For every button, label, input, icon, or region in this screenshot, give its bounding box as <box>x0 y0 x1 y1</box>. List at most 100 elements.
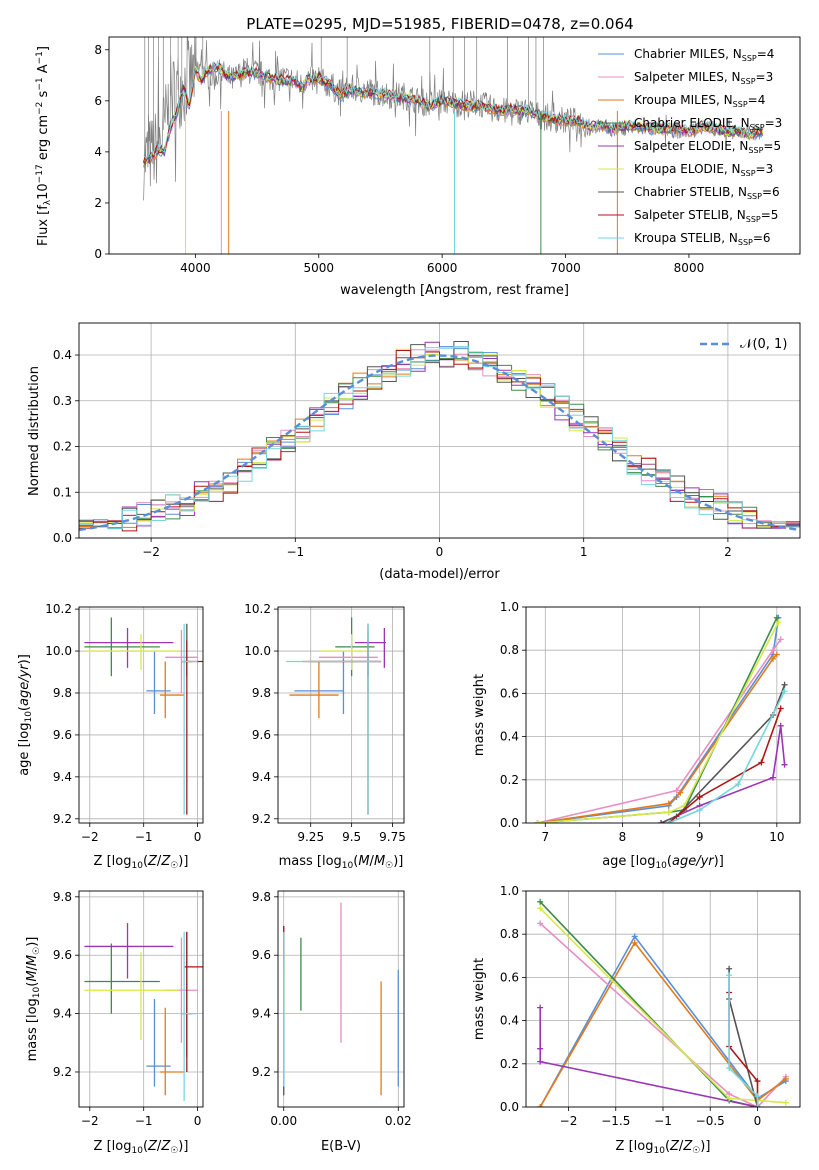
weight-marker <box>537 1104 544 1107</box>
x-tick-label: 5000 <box>303 261 334 275</box>
panel-weight_vs_z: −2 −1.5 −1 −0.5 0 0.0 0.2 0.4 0.6 0.8 1.0 Z [log10(… <box>472 884 801 1156</box>
weight-marker <box>537 1004 544 1011</box>
weight-line <box>728 968 759 1107</box>
y-axis-label: age [log10(age/yr)] <box>17 654 34 776</box>
weight-line <box>537 621 780 823</box>
weight-marker <box>726 1095 733 1102</box>
panel-age_vs_mass: 9.25 9.5 9.75 9.2 9.4 9.6 9.8 10.0 10.2 mass [log… <box>244 602 406 871</box>
axes: 4000 5000 6000 7000 8000 0 2 4 6 8 <box>94 43 704 275</box>
weight-marker <box>537 905 544 912</box>
x-tick-label: −2 <box>81 830 99 844</box>
x-axis-label: Z [log10(Z/Z☉)] <box>94 1139 189 1156</box>
weight-line <box>539 907 786 1104</box>
weight-line <box>539 901 758 1107</box>
weight-marker <box>726 965 733 972</box>
y-tick-label: 10.2 <box>244 602 271 616</box>
weight-line <box>539 1007 758 1107</box>
x-tick-label: −2 <box>560 1114 578 1128</box>
panel-weight_vs_age: 7 8 9 10 0.0 0.2 0.4 0.6 0.8 1.0 age [log10(age/yr… <box>472 600 801 871</box>
weight-line <box>537 617 778 823</box>
x-tick-label: 0.00 <box>270 1114 297 1128</box>
weight-marker <box>537 898 544 905</box>
y-tick-label: 6 <box>94 94 102 108</box>
y-tick-label: 9.2 <box>252 812 271 826</box>
x-tick-label: −1.5 <box>601 1114 630 1128</box>
legend-entry: Salpeter ELODIE, NSSP=5 <box>634 139 781 155</box>
panel-spectrum: 4000 5000 6000 7000 8000 0 2 4 6 8 wavelength [Ang… <box>35 36 801 298</box>
histogram-step <box>79 347 800 528</box>
plot-area <box>84 923 203 1102</box>
axes-frame <box>277 890 405 1108</box>
weight-line <box>668 708 782 823</box>
legend-entry: Salpeter MILES, NSSP=3 <box>634 70 773 86</box>
y-tick-label: 1.0 <box>500 884 519 898</box>
panel-mass_vs_ebv: 0.00 0.02 9.2 9.4 9.6 9.8 E(B-V) <box>252 890 412 1154</box>
y-tick-label: 9.8 <box>53 890 72 904</box>
legend-entry: Kroupa ELODIE, NSSP=3 <box>634 162 773 178</box>
x-tick-label: −2 <box>81 1114 99 1128</box>
legend-entry: Chabrier MILES, NSSP=4 <box>634 47 774 63</box>
axes-frame <box>78 322 801 539</box>
x-tick-label: 7000 <box>550 261 581 275</box>
y-tick-label: 9.4 <box>53 1007 72 1021</box>
panel-age_vs_z: −2 −1 0 9.2 9.4 9.6 9.8 10.0 10.2 Z [log10(Z/Z☉)]… <box>17 602 204 871</box>
x-tick-label: 1 <box>580 545 588 559</box>
gridlines <box>79 607 203 823</box>
y-tick-label: 9.6 <box>252 948 271 962</box>
y-axis-label: Normed distribution <box>27 366 42 496</box>
x-tick-label: 9 <box>696 830 704 844</box>
plot-area <box>286 617 386 815</box>
x-tick-label: 9.5 <box>342 830 361 844</box>
y-tick-label: 0.2 <box>53 440 72 454</box>
legend-entry: Salpeter STELIB, NSSP=5 <box>634 208 778 224</box>
y-tick-label: 4 <box>94 145 102 159</box>
axes: 0.00 0.02 9.2 9.4 9.6 9.8 <box>252 890 412 1128</box>
y-tick-label: 0.8 <box>500 643 519 657</box>
x-axis-label: E(B-V) <box>321 1139 361 1154</box>
y-tick-label: 0.4 <box>500 1014 519 1028</box>
histogram-step <box>79 341 800 529</box>
y-tick-label: 10.0 <box>45 644 72 658</box>
weight-marker <box>758 759 765 766</box>
figure-title: PLATE=0295, MJD=51985, FIBERID=0478, z=0… <box>246 15 633 33</box>
y-tick-label: 8 <box>94 43 102 57</box>
x-tick-label: −2 <box>142 545 160 559</box>
y-tick-label: 0.1 <box>53 485 72 499</box>
x-axis-label: age [log10(age/yr)] <box>602 854 724 871</box>
y-tick-label: 0.0 <box>500 1100 519 1114</box>
axes: 7 8 9 10 0.0 0.2 0.4 0.6 0.8 1.0 <box>500 600 785 844</box>
y-tick-label: 0.8 <box>500 927 519 941</box>
weight-marker <box>673 787 680 794</box>
legend-entry: 𝒩(0, 1) <box>740 337 787 352</box>
y-tick-label: 9.2 <box>53 812 72 826</box>
x-tick-label: −1 <box>654 1114 672 1128</box>
plot-area <box>283 902 399 1096</box>
legend-entry: Chabrier ELODIE, NSSP=3 <box>634 116 782 132</box>
plot-area <box>534 614 788 823</box>
weight-marker <box>534 820 541 823</box>
weight-marker <box>658 820 665 823</box>
x-axis-label: mass [log10(M/M☉)] <box>279 854 404 871</box>
gridlines <box>526 890 800 1108</box>
y-tick-label: 0.4 <box>500 730 519 744</box>
weight-line <box>668 690 786 823</box>
y-tick-label: 10.0 <box>244 644 271 658</box>
y-tick-label: 0.6 <box>500 970 519 984</box>
x-tick-label: 0 <box>194 1114 202 1128</box>
weight-marker <box>537 920 544 927</box>
x-tick-label: −1 <box>135 1114 153 1128</box>
weight-marker <box>726 972 733 979</box>
model-line <box>143 61 763 166</box>
y-axis-label: mass weight <box>472 674 487 756</box>
axes: −2 −1 0 1 2 0.0 0.1 0.2 0.3 0.4 <box>53 348 732 559</box>
weight-line <box>537 638 782 823</box>
y-tick-label: 9.4 <box>252 770 271 784</box>
weight-line <box>537 617 780 823</box>
plot-area <box>537 898 789 1107</box>
weight-marker <box>665 820 672 823</box>
weight-line <box>539 941 787 1107</box>
x-axis-label: Z [log10(Z/Z☉)] <box>616 1139 711 1156</box>
weight-line <box>537 653 778 823</box>
axes-frame <box>108 36 801 255</box>
x-tick-label: −1 <box>135 830 153 844</box>
